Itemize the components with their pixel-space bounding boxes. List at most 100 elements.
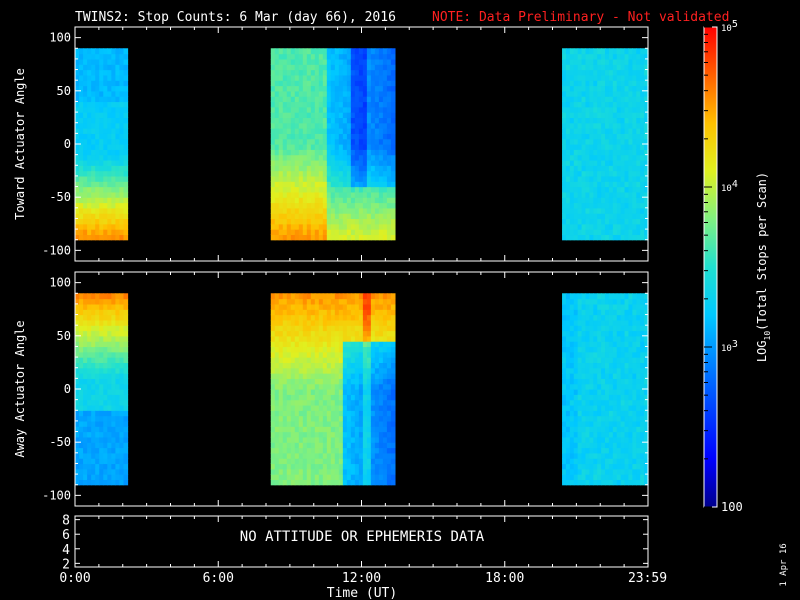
heatmap-cell [354,431,360,438]
heatmap-cell [107,362,112,369]
heatmap-cell [612,69,618,76]
heatmap-cell [342,341,348,348]
heatmap-cell [374,213,380,220]
heatmap-cell [75,452,80,459]
heatmap-cell [286,389,292,395]
heatmap-cell [378,74,384,81]
heatmap-cell [616,474,622,481]
heatmap-cell [612,229,618,236]
heatmap-cell [83,154,88,161]
heatmap-cell [87,346,92,353]
heatmap-cell [601,149,606,156]
heatmap-cell [605,436,610,443]
heatmap-cell [79,378,84,385]
heatmap-cell [278,319,284,326]
heatmap-cell [111,58,116,65]
heatmap-cell [75,117,80,124]
heatmap-cell [278,335,284,342]
heatmap-cell [562,431,567,438]
heatmap-cell [601,90,606,97]
heatmap-cell [115,325,121,332]
heatmap-cell [628,53,633,60]
heatmap-cell [644,298,649,305]
heatmap-cell [378,404,384,411]
heatmap-cell [620,351,626,358]
heatmap-cell [298,319,304,326]
heatmap-cell [597,431,602,438]
heatmap-cell [612,234,618,241]
heatmap-cell [75,298,80,305]
heatmap-cell [79,218,84,225]
heatmap-cell [374,298,380,305]
heatmap-cell [612,431,618,438]
heatmap-cell [103,85,108,92]
heatmap-cell [298,159,304,166]
heatmap-cell [624,154,630,161]
heatmap-cell [378,191,384,198]
heatmap-cell [370,410,376,417]
heatmap-cell [636,101,641,108]
heatmap-cell [342,96,348,103]
heatmap-cell [87,367,92,374]
heatmap-cell [354,117,360,124]
heatmap-cell [338,234,344,241]
heatmap-cell [278,101,284,108]
heatmap-cell [286,452,292,459]
heatmap-cell [605,373,610,379]
heatmap-cell [282,351,288,358]
heatmap-cell [282,341,288,348]
heatmap-cell [628,122,633,129]
heatmap-cell [382,58,388,65]
heatmap-cell [616,138,622,145]
heatmap-cell [565,426,571,433]
heatmap-cell [290,298,296,305]
heatmap-cell [581,90,587,97]
heatmap-cell [644,420,649,427]
heatmap-cell [644,80,649,87]
heatmap-cell [107,420,112,427]
heatmap-cell [569,112,575,119]
heatmap-cell [270,474,276,481]
heatmap-cell [286,309,292,316]
heatmap-cell [354,112,360,119]
heatmap-cell [390,112,396,119]
heatmap-cell [636,373,641,379]
heatmap-cell [79,101,84,108]
heatmap-cell [636,303,641,310]
heatmap-cell [123,181,129,188]
heatmap-cell [318,452,324,459]
heatmap-cell [79,442,84,449]
heatmap-cell [338,389,344,395]
heatmap-cell [123,202,129,209]
heatmap-cell [286,53,292,60]
heatmap-cell [286,175,292,182]
heatmap-cell [350,319,356,326]
heatmap-cell [87,458,92,465]
heatmap-cell [79,207,84,214]
heatmap-cell [628,298,633,305]
heatmap-cell [306,165,312,172]
heatmap-cell [624,452,630,459]
heatmap-cell [601,394,606,401]
heatmap-cell [628,90,633,97]
heatmap-cell [95,436,100,443]
heatmap-cell [314,101,320,108]
heatmap-cell [636,80,641,87]
heatmap-cell [103,154,108,161]
heatmap-cell [628,197,633,204]
heatmap-cell [330,431,336,438]
heatmap-cell [350,420,356,427]
heatmap-cell [338,80,344,87]
heatmap-cell [601,325,606,332]
heatmap-cell [624,447,630,454]
heatmap-cell [330,170,336,177]
heatmap-cell [75,346,80,353]
heatmap-cell [115,404,121,411]
heatmap-cell [278,218,284,225]
heatmap-cell [298,383,304,390]
heatmap-cell [334,351,340,358]
heatmap-cell [119,298,125,305]
heatmap-cell [362,426,368,433]
heatmap-cell [358,186,364,193]
